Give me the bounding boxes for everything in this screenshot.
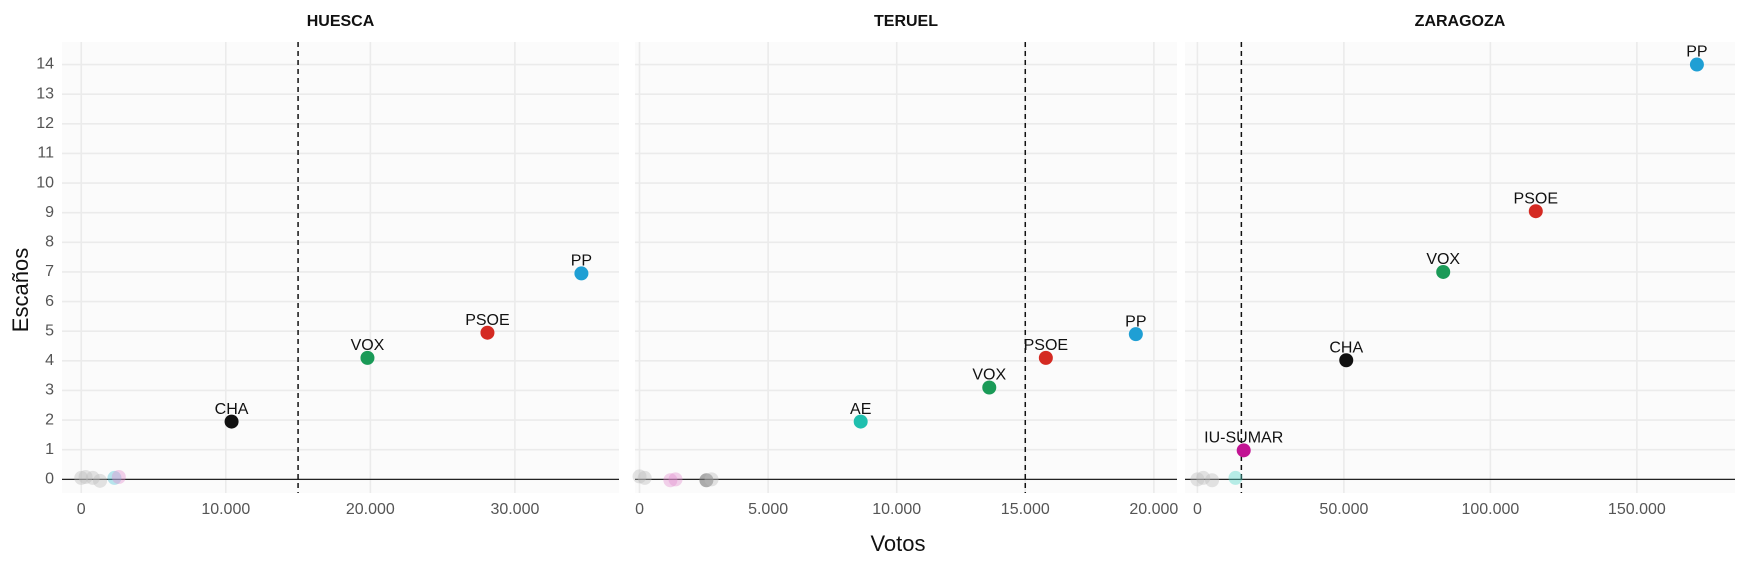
point — [78, 469, 93, 484]
x-tick-label: 10.000 — [201, 501, 250, 518]
point-label: PSOE — [1514, 190, 1558, 207]
y-tick-label: 10 — [36, 174, 54, 191]
y-tick-label: 14 — [36, 56, 54, 73]
point — [224, 414, 239, 429]
point — [637, 470, 652, 485]
point — [1190, 472, 1205, 487]
x-tick-label: 0 — [77, 501, 86, 518]
point — [663, 473, 678, 488]
y-tick-label: 4 — [45, 352, 54, 369]
point — [1205, 473, 1220, 488]
panel-title: HUESCA — [307, 13, 375, 30]
point-label: PSOE — [465, 312, 509, 329]
point — [85, 470, 100, 485]
point-label: AE — [850, 401, 871, 418]
point — [1436, 264, 1451, 279]
point-label: VOX — [351, 337, 385, 354]
point — [1689, 57, 1704, 72]
x-tick-label: 20.000 — [1129, 501, 1178, 518]
point — [93, 473, 108, 488]
point — [632, 469, 647, 484]
x-tick-label: 15.000 — [1001, 501, 1050, 518]
point — [74, 470, 89, 485]
x-tick-label: 150.000 — [1608, 501, 1666, 518]
point-label: VOX — [1426, 251, 1460, 268]
point — [574, 266, 589, 281]
point — [704, 472, 719, 487]
x-tick-label: 10.000 — [872, 501, 921, 518]
x-tick-label: 100.000 — [1461, 501, 1519, 518]
x-tick-label: 5.000 — [748, 501, 788, 518]
panel-background — [1185, 42, 1735, 493]
point-label: CHA — [1329, 339, 1363, 356]
y-tick-label: 12 — [36, 115, 54, 132]
x-tick-label: 0 — [1193, 501, 1202, 518]
point-label: PP — [1125, 313, 1146, 330]
point — [1339, 353, 1354, 368]
panel-title: ZARAGOZA — [1415, 13, 1506, 30]
point-label: PP — [1686, 44, 1707, 61]
point-label: VOX — [972, 367, 1006, 384]
point — [1236, 443, 1251, 458]
y-tick-label: 9 — [45, 204, 54, 221]
y-tick-label: 7 — [45, 263, 54, 280]
x-axis-label: Votos — [870, 531, 925, 556]
point — [1228, 470, 1243, 485]
panel-background — [635, 42, 1177, 493]
point-label: CHA — [215, 401, 249, 418]
y-tick-label: 6 — [45, 293, 54, 310]
point — [982, 380, 997, 395]
y-tick-label: 1 — [45, 441, 54, 458]
y-tick-label: 5 — [45, 322, 54, 339]
y-axis-label: Escaños — [8, 248, 33, 332]
y-tick-label: 13 — [36, 85, 54, 102]
y-tick-label: 2 — [45, 411, 54, 428]
x-tick-label: 50.000 — [1319, 501, 1368, 518]
panel-title: TERUEL — [874, 13, 938, 30]
point-label: IU-SUMAR — [1204, 430, 1283, 447]
y-tick-label: 0 — [45, 471, 54, 488]
point-label: PSOE — [1024, 337, 1068, 354]
point-label: PP — [571, 253, 592, 270]
point — [111, 469, 126, 484]
x-tick-label: 30.000 — [490, 501, 539, 518]
y-tick-label: 8 — [45, 234, 54, 251]
point — [1528, 204, 1543, 219]
point — [107, 470, 122, 485]
panel-background — [62, 42, 619, 493]
point — [668, 472, 683, 487]
y-tick-label: 3 — [45, 382, 54, 399]
point — [699, 473, 714, 488]
point — [480, 325, 495, 340]
point — [360, 350, 375, 365]
point — [1038, 350, 1053, 365]
point — [853, 414, 868, 429]
x-tick-label: 0 — [635, 501, 644, 518]
point — [1128, 327, 1143, 342]
y-tick-label: 11 — [37, 145, 54, 162]
point — [1196, 470, 1211, 485]
x-tick-label: 20.000 — [346, 501, 395, 518]
